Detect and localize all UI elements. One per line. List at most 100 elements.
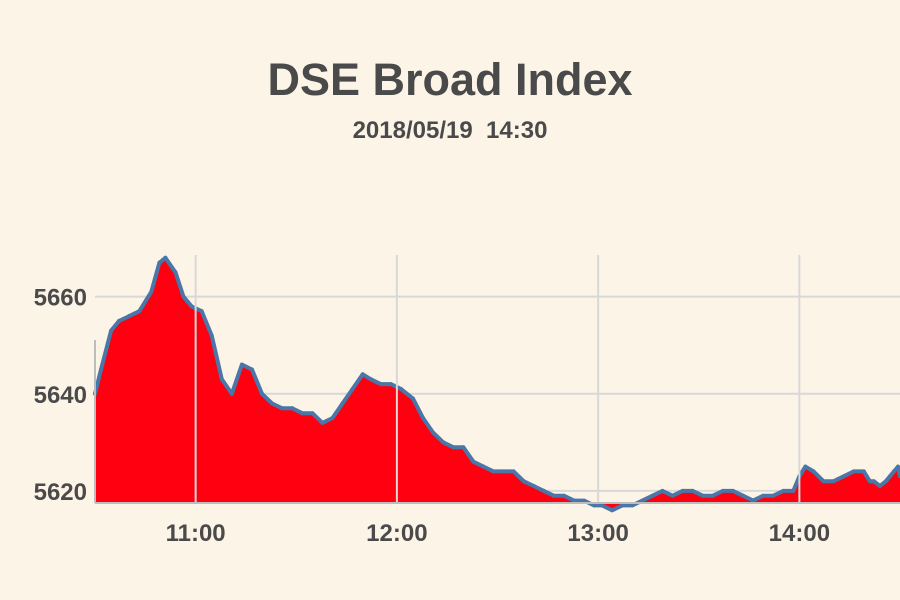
series-point bbox=[421, 416, 425, 420]
series-point bbox=[239, 362, 244, 367]
series-point bbox=[431, 430, 436, 435]
series-point bbox=[640, 498, 645, 503]
series-point bbox=[199, 309, 204, 314]
series-point bbox=[620, 503, 625, 508]
series-point bbox=[720, 488, 725, 493]
x-tick-label: 11:00 bbox=[166, 520, 226, 547]
series-point bbox=[892, 469, 896, 474]
series-point bbox=[531, 484, 536, 488]
series-point bbox=[867, 479, 872, 484]
series-point bbox=[411, 396, 415, 401]
series-point bbox=[700, 493, 705, 498]
series-point bbox=[751, 498, 756, 503]
series-point bbox=[137, 309, 142, 314]
series-point bbox=[290, 406, 295, 411]
series-point bbox=[592, 503, 597, 508]
axis-layer: 5620 5640 5660 11:00 12:00 13:00 14:00 bbox=[34, 285, 900, 547]
chart-title: DSE Broad Index bbox=[267, 54, 633, 105]
series-point bbox=[398, 386, 403, 391]
series-point bbox=[117, 318, 122, 323]
series-point bbox=[330, 416, 335, 420]
series-point bbox=[761, 493, 766, 498]
series-point bbox=[250, 367, 254, 372]
series-point bbox=[521, 479, 526, 484]
series-point bbox=[340, 401, 345, 406]
y-tick-label: 5640 bbox=[34, 382, 87, 409]
series-point bbox=[630, 503, 635, 508]
series-point bbox=[680, 488, 685, 493]
series-point bbox=[670, 493, 675, 498]
series-point bbox=[127, 314, 132, 319]
vertical-grid-layer bbox=[194, 255, 801, 503]
series-point bbox=[871, 479, 876, 484]
series-point bbox=[451, 445, 456, 450]
series-point bbox=[541, 488, 546, 493]
series-point bbox=[710, 493, 715, 498]
series-point bbox=[157, 260, 162, 265]
series-point bbox=[219, 377, 224, 382]
series-point bbox=[181, 294, 186, 299]
series-point bbox=[270, 401, 275, 406]
series-point bbox=[582, 498, 586, 503]
series-point bbox=[310, 411, 315, 416]
series-point bbox=[887, 474, 892, 479]
series-point bbox=[781, 488, 786, 493]
series-point bbox=[388, 382, 393, 387]
series-point bbox=[441, 440, 446, 445]
series-point bbox=[481, 464, 486, 469]
series-point bbox=[99, 367, 103, 372]
series-point bbox=[811, 469, 816, 474]
series-point bbox=[690, 488, 695, 493]
series-point bbox=[173, 270, 178, 275]
series-point bbox=[350, 386, 355, 391]
series-point bbox=[610, 508, 615, 513]
series-point bbox=[861, 469, 866, 474]
series-point bbox=[471, 459, 476, 464]
series-point bbox=[163, 255, 168, 260]
series-point bbox=[660, 488, 665, 493]
series-point bbox=[461, 445, 466, 450]
y-tick-label: 5660 bbox=[34, 285, 87, 312]
series-point bbox=[841, 474, 846, 479]
series-point bbox=[572, 498, 576, 503]
series-area bbox=[95, 257, 900, 511]
series-point bbox=[791, 488, 796, 493]
series-point bbox=[368, 377, 373, 382]
series-point bbox=[831, 479, 836, 484]
series-point bbox=[851, 469, 856, 474]
series-point bbox=[260, 391, 264, 396]
series-point bbox=[491, 469, 496, 474]
series-point bbox=[821, 479, 826, 484]
series-point bbox=[501, 469, 506, 474]
series-point bbox=[280, 406, 285, 411]
series-point bbox=[650, 493, 655, 498]
series-point bbox=[731, 488, 735, 493]
series-point bbox=[600, 503, 605, 508]
series-layer bbox=[93, 255, 900, 513]
series-point bbox=[883, 479, 888, 484]
x-tick-label: 13:00 bbox=[567, 520, 628, 547]
x-tick-label: 14:00 bbox=[769, 520, 830, 547]
x-tick-label: 12:00 bbox=[366, 520, 427, 547]
series-point bbox=[229, 391, 234, 396]
series-point bbox=[551, 493, 556, 498]
series-point bbox=[771, 493, 776, 498]
series-point bbox=[561, 493, 566, 498]
series-point bbox=[741, 493, 745, 498]
series-point bbox=[209, 333, 214, 338]
series-point bbox=[360, 372, 365, 377]
series-point bbox=[300, 411, 305, 416]
series-point bbox=[378, 382, 383, 387]
series-point bbox=[511, 469, 516, 474]
y-tick-label: 5620 bbox=[34, 479, 87, 506]
series-point bbox=[320, 420, 325, 425]
series-point bbox=[803, 464, 808, 469]
series-line bbox=[93, 255, 900, 513]
series-point bbox=[189, 304, 194, 309]
series-point bbox=[109, 328, 114, 333]
series-point bbox=[877, 484, 882, 488]
series-point bbox=[149, 289, 154, 294]
chart-subtitle: 2018/05/19 14:30 bbox=[352, 117, 548, 144]
series-point bbox=[896, 464, 900, 469]
